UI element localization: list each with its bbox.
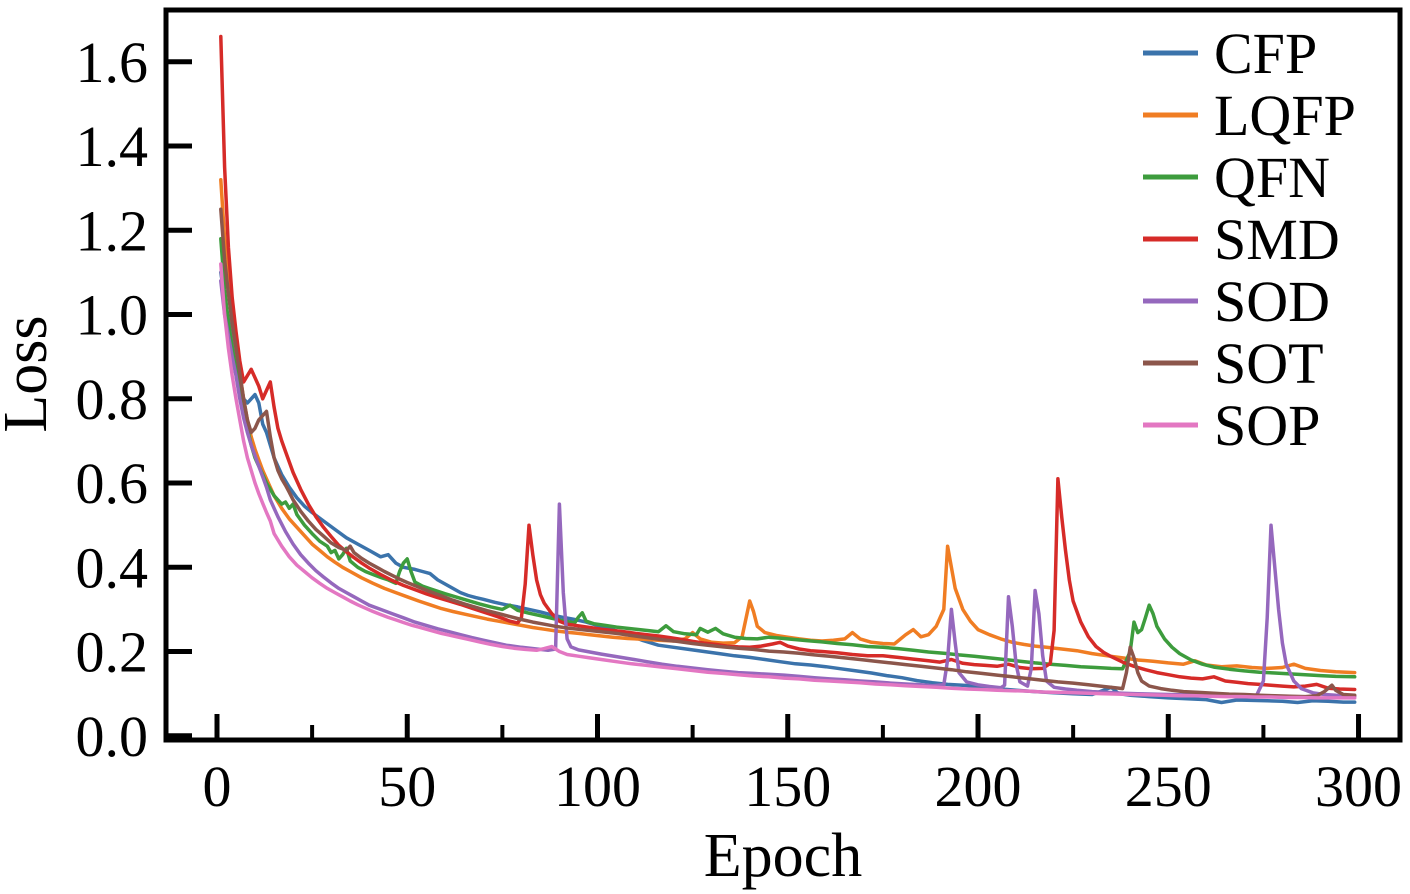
y-tick-label: 1.6 xyxy=(76,30,149,95)
legend-item-CFP: CFP xyxy=(1143,21,1317,86)
y-tick-label: 0.6 xyxy=(76,451,149,516)
y-tick-label: 1.2 xyxy=(76,198,149,263)
series-curves xyxy=(219,34,1357,705)
legend-label-SOP: SOP xyxy=(1214,393,1320,458)
legend-item-SMD: SMD xyxy=(1143,207,1340,272)
legend-item-QFN: QFN xyxy=(1143,145,1330,210)
x-tick-label: 0 xyxy=(202,754,231,819)
x-tick-label: 200 xyxy=(935,754,1022,819)
x-axis-label: Epoch xyxy=(704,822,862,890)
legend-label-SOD: SOD xyxy=(1214,269,1330,334)
y-tick-label: 1.4 xyxy=(76,114,149,179)
series-line-SOT xyxy=(219,207,1357,699)
x-tick-label: 250 xyxy=(1125,754,1212,819)
legend-label-SOT: SOT xyxy=(1214,331,1324,396)
legend-label-LQFP: LQFP xyxy=(1214,83,1356,148)
y-axis-label: Loss xyxy=(0,315,60,432)
legend-item-LQFP: LQFP xyxy=(1143,83,1356,148)
y-tick-label: 1.0 xyxy=(76,283,149,348)
x-tick-label: 100 xyxy=(554,754,641,819)
series-line-QFN xyxy=(219,236,1357,679)
y-tick-label: 0.0 xyxy=(76,704,149,769)
series-line-SOD xyxy=(219,279,1357,699)
x-tick-label: 300 xyxy=(1315,754,1402,819)
x-tick-label: 150 xyxy=(744,754,831,819)
series-line-LQFP xyxy=(219,178,1357,675)
legend-label-QFN: QFN xyxy=(1214,145,1330,210)
y-tick-label: 0.2 xyxy=(76,620,149,685)
plot-frame xyxy=(163,7,1403,743)
axis-tick-labels: 0 50 100 150 200 250 300 0.0 0.2 0.4 0.6 0.8 1.0 1.2 1… xyxy=(76,30,1403,819)
series-line-SOP xyxy=(219,262,1357,700)
legend-item-SOP: SOP xyxy=(1143,393,1320,458)
legend-label-SMD: SMD xyxy=(1214,207,1340,272)
series-line-SMD xyxy=(219,34,1357,692)
legend-item-SOT: SOT xyxy=(1143,331,1324,396)
y-tick-label: 0.4 xyxy=(76,535,149,600)
legend-item-SOD: SOD xyxy=(1143,269,1330,334)
x-tick-label: 50 xyxy=(378,754,436,819)
legend-label-CFP: CFP xyxy=(1214,21,1317,86)
y-tick-label: 0.8 xyxy=(76,367,149,432)
